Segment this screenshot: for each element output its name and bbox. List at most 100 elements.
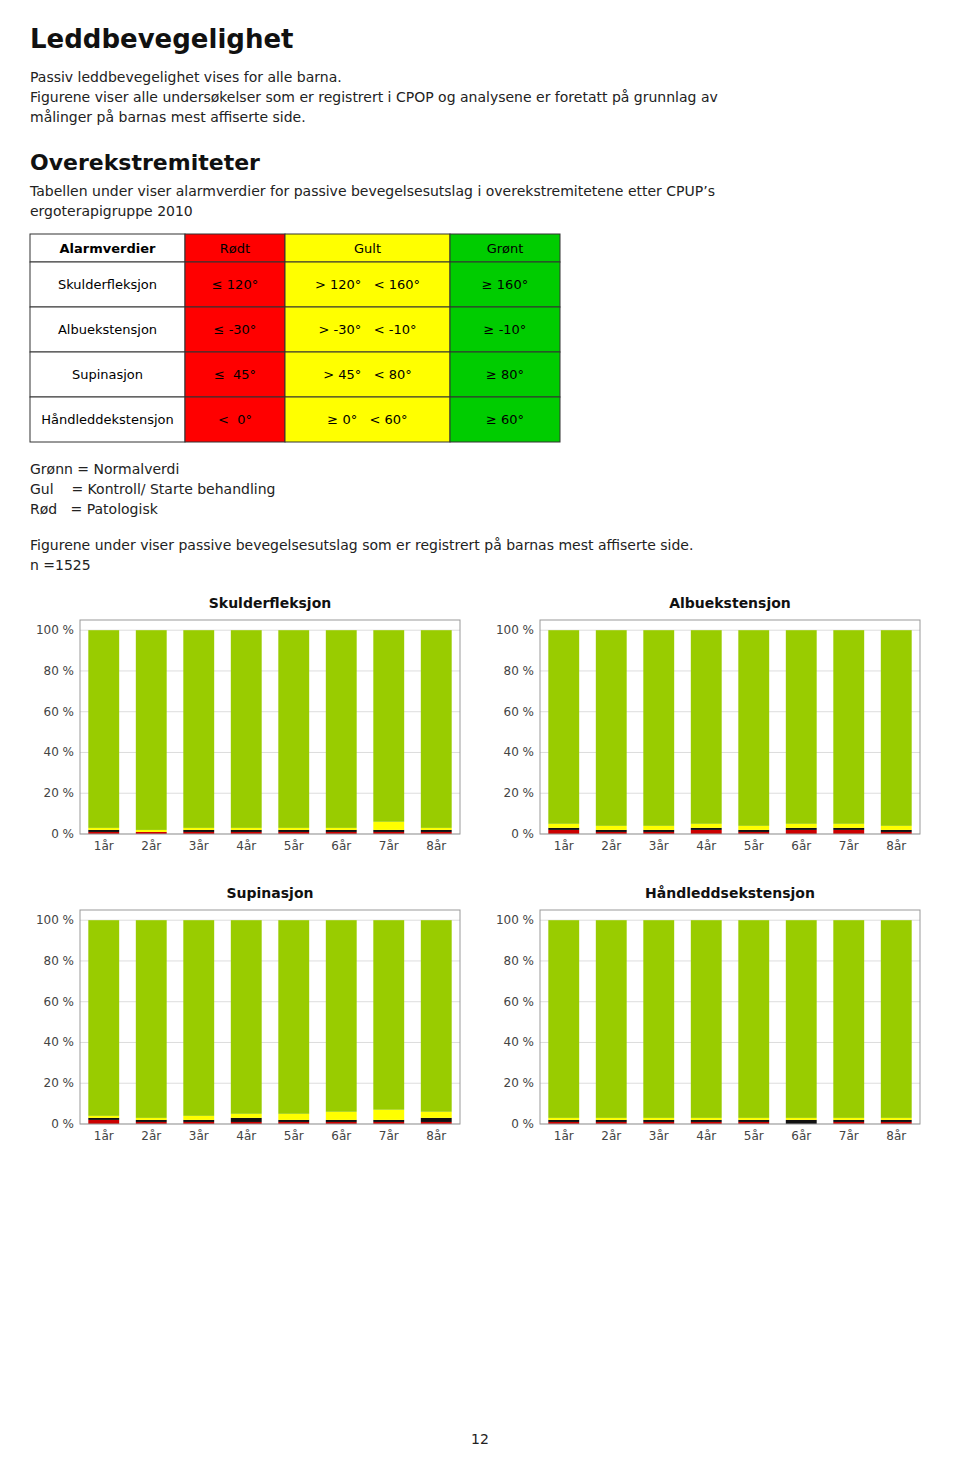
table-cell xyxy=(285,307,450,352)
bar-segment xyxy=(691,830,722,834)
x-tick-label: 3år xyxy=(189,839,209,853)
bar-segment xyxy=(691,824,722,828)
table-text: ≥ 0° < 60° xyxy=(327,412,407,427)
colour-legend-line: Gul = Kontroll/ Starte behandling xyxy=(30,481,275,497)
table-text: > -30° < -10° xyxy=(319,322,417,337)
bar-segment xyxy=(373,1120,404,1122)
x-tick-label: 3år xyxy=(649,1129,669,1143)
bar-segment xyxy=(421,920,452,1112)
x-tick-label: 5år xyxy=(744,1129,764,1143)
x-tick-label: 7år xyxy=(379,839,399,853)
table-text: Rødt xyxy=(220,241,250,256)
bar-segment xyxy=(881,826,912,830)
bar-segment xyxy=(421,1118,452,1122)
y-tick-label: 20 % xyxy=(504,1076,535,1090)
bar-segment xyxy=(231,828,262,830)
y-tick-label: 80 % xyxy=(504,664,535,678)
bar-segment xyxy=(326,1112,357,1120)
y-tick-label: 20 % xyxy=(44,1076,75,1090)
subtitle: Passiv leddbevegelighet vises for alle b… xyxy=(30,69,342,85)
table-text: ≤ 45° xyxy=(214,367,256,382)
bar-segment xyxy=(881,1120,912,1122)
table-text: Alarmverdier xyxy=(60,241,157,256)
bar-segment xyxy=(278,630,309,631)
y-tick-label: 0 % xyxy=(511,1117,534,1131)
section-title: Overekstremiteter xyxy=(30,150,260,175)
bar-segment xyxy=(738,1118,769,1120)
bar-segment xyxy=(786,630,817,824)
y-tick-label: 20 % xyxy=(44,786,75,800)
x-tick-label: 5år xyxy=(744,839,764,853)
bar-segment xyxy=(136,630,167,830)
bar-segment xyxy=(881,920,912,921)
x-tick-label: 4år xyxy=(236,839,256,853)
table-text: ≤ 120° xyxy=(212,277,258,292)
table-cell xyxy=(450,234,560,262)
bar-segment xyxy=(373,1110,404,1120)
bar-segment xyxy=(136,830,167,832)
table-text: ≥ 60° xyxy=(486,412,524,427)
table-text: Supinasjon xyxy=(72,367,143,382)
bar-segment xyxy=(643,630,674,631)
plot-background xyxy=(80,910,460,1124)
bar-segment xyxy=(88,828,119,830)
bar-segment xyxy=(88,1120,119,1124)
table-text: ≥ 160° xyxy=(482,277,528,292)
x-tick-label: 3år xyxy=(649,839,669,853)
table-text: ≤ -30° xyxy=(214,322,257,337)
table-cell xyxy=(185,234,285,262)
y-tick-label: 100 % xyxy=(36,623,74,637)
bars xyxy=(548,630,911,834)
bar-segment xyxy=(833,824,864,828)
bar-segment xyxy=(738,920,769,1118)
bar-segment xyxy=(786,830,817,834)
bar-segment xyxy=(643,1118,674,1120)
plot-frame xyxy=(80,910,460,1124)
table-cell xyxy=(185,397,285,442)
bar-segment xyxy=(183,1120,214,1122)
table-cell xyxy=(285,234,450,262)
bar-segment xyxy=(183,630,214,631)
figure-text: Figurene under viser passive bevegelsesu… xyxy=(30,537,693,553)
x-tick-label: 1år xyxy=(554,839,574,853)
table-text: ≥ 80° xyxy=(486,367,524,382)
bar-segment xyxy=(326,1120,357,1122)
chart-title: Supinasjon xyxy=(226,885,313,901)
bar-segment xyxy=(833,1118,864,1120)
bar-segment xyxy=(136,630,167,631)
bar-segment xyxy=(278,630,309,828)
bar-segment xyxy=(373,920,404,1110)
bar-segment xyxy=(278,920,309,1114)
x-tick-label: 6år xyxy=(791,839,811,853)
chart: Håndleddsekstensjon0 %20 %40 %60 %80 %10… xyxy=(496,885,920,1143)
y-tick-label: 60 % xyxy=(504,995,535,1009)
bar-segment xyxy=(231,630,262,828)
bar-segment xyxy=(421,1112,452,1118)
table-text: > 45° < 80° xyxy=(323,367,412,382)
bar-segment xyxy=(786,630,817,631)
bar-segment xyxy=(643,1120,674,1122)
bar-segment xyxy=(421,630,452,631)
bar-segment xyxy=(231,1118,262,1122)
bar-segment xyxy=(833,920,864,921)
page-title: Leddbevegelighet xyxy=(30,24,294,54)
subtitle: målinger på barnas mest affiserte side. xyxy=(30,109,306,125)
y-tick-label: 20 % xyxy=(504,786,535,800)
bar-segment xyxy=(881,920,912,1118)
y-tick-label: 80 % xyxy=(44,664,75,678)
table-cell xyxy=(450,352,560,397)
table-cell xyxy=(285,262,450,307)
x-tick-label: 7år xyxy=(379,1129,399,1143)
y-tick-label: 80 % xyxy=(44,954,75,968)
bar-segment xyxy=(596,630,627,631)
bar-segment xyxy=(88,920,119,921)
figure-text: n =1525 xyxy=(30,557,91,573)
bar-segment xyxy=(548,828,579,830)
bar-segment xyxy=(643,630,674,826)
bar-segment xyxy=(691,630,722,824)
table-text: Albuekstensjon xyxy=(58,322,157,337)
x-tick-label: 1år xyxy=(554,1129,574,1143)
bar-segment xyxy=(183,1116,214,1120)
table-cell xyxy=(285,352,450,397)
bar-segment xyxy=(881,830,912,832)
